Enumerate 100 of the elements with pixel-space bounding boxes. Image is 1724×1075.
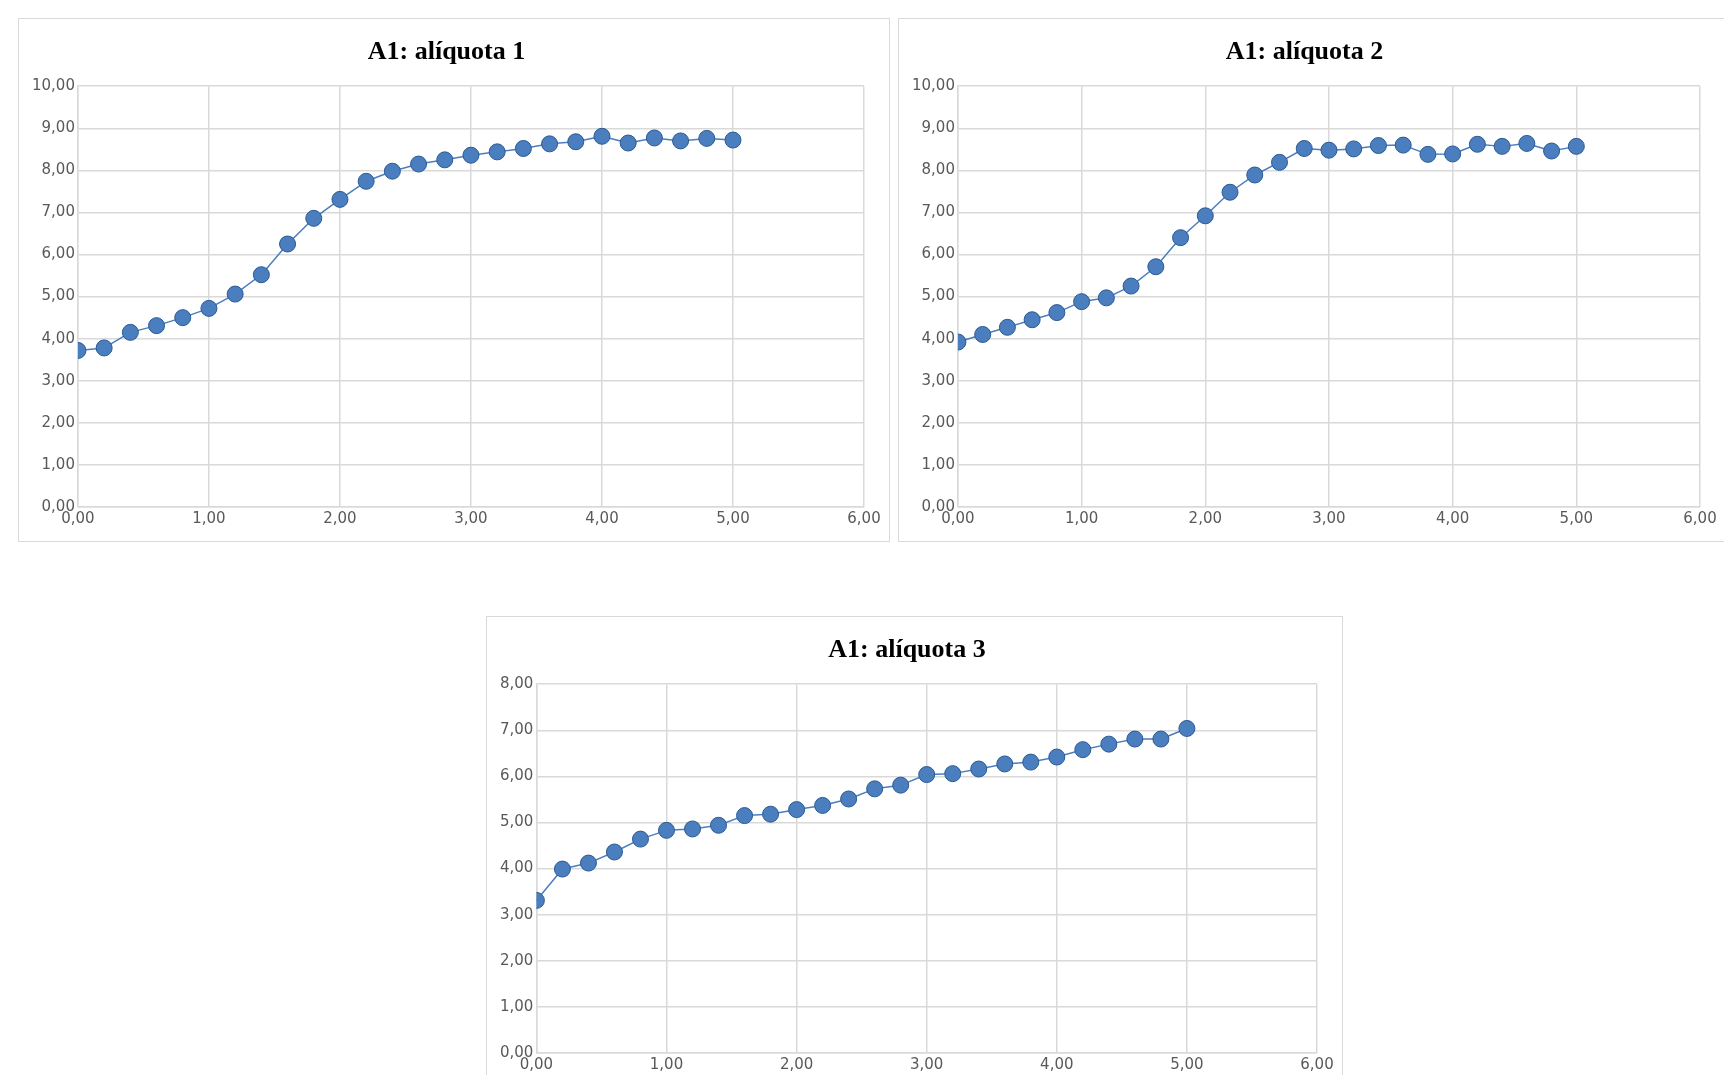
point bbox=[1444, 145, 1462, 163]
point bbox=[1074, 741, 1092, 759]
x-tick-label: 6,00 bbox=[1300, 1054, 1334, 1073]
x-tick-label: 3,00 bbox=[454, 508, 488, 527]
point bbox=[658, 821, 675, 839]
y-tick-label: 9,00 bbox=[921, 118, 955, 137]
y-tick-label: 5,00 bbox=[41, 286, 75, 305]
point bbox=[462, 146, 480, 164]
point bbox=[1369, 137, 1387, 155]
point bbox=[279, 235, 297, 253]
point bbox=[593, 127, 611, 145]
point bbox=[305, 209, 323, 227]
point bbox=[488, 143, 506, 161]
y-tick-label: 4,00 bbox=[499, 858, 534, 877]
y-tick-label: 7,00 bbox=[41, 202, 75, 221]
y-tick-label: 10,00 bbox=[31, 76, 75, 95]
point bbox=[672, 132, 690, 150]
y-tick-label: 8,00 bbox=[499, 674, 534, 693]
point bbox=[1126, 730, 1144, 748]
y-tick-label: 6,00 bbox=[499, 766, 534, 785]
y-tick-label: 2,00 bbox=[41, 412, 75, 431]
point bbox=[1048, 304, 1066, 322]
point bbox=[684, 820, 702, 838]
point bbox=[200, 299, 218, 317]
point bbox=[1345, 140, 1363, 158]
chart-title: A1: alíquota 3 bbox=[828, 634, 986, 664]
point bbox=[631, 830, 649, 848]
x-tick-label: 2,00 bbox=[323, 508, 357, 527]
point bbox=[579, 854, 597, 872]
point bbox=[174, 309, 192, 327]
point bbox=[226, 285, 244, 303]
x-tick-label: 2,00 bbox=[1188, 508, 1222, 527]
x-tick-label: 5,00 bbox=[1559, 508, 1594, 527]
point bbox=[1100, 735, 1118, 753]
point bbox=[1097, 289, 1115, 307]
y-tick-label: 6,00 bbox=[41, 244, 75, 263]
y-tick-label: 5,00 bbox=[499, 812, 534, 831]
point bbox=[840, 790, 858, 808]
y-tick-label: 5,00 bbox=[921, 286, 955, 305]
point bbox=[1122, 277, 1140, 295]
point bbox=[1543, 142, 1561, 160]
x-tick-label: 6,00 bbox=[1683, 508, 1717, 527]
y-tick-label: 1,00 bbox=[41, 454, 75, 473]
point bbox=[1147, 258, 1165, 276]
point bbox=[1048, 748, 1066, 766]
point bbox=[996, 755, 1014, 773]
point bbox=[383, 162, 401, 180]
point bbox=[1567, 137, 1585, 155]
y-tick-label: 9,00 bbox=[41, 118, 75, 137]
y-tick-label: 2,00 bbox=[921, 412, 955, 431]
x-tick-label: 5,00 bbox=[716, 508, 750, 527]
point bbox=[918, 766, 936, 784]
x-tick-label: 6,00 bbox=[847, 508, 881, 527]
point bbox=[436, 151, 454, 169]
point bbox=[1172, 229, 1190, 247]
point bbox=[892, 776, 910, 794]
point bbox=[619, 134, 637, 152]
y-tick-label: 7,00 bbox=[499, 720, 534, 739]
point bbox=[1493, 137, 1511, 155]
point bbox=[762, 805, 780, 823]
y-tick-label: 3,00 bbox=[921, 370, 955, 389]
point bbox=[710, 816, 728, 834]
point bbox=[1023, 311, 1041, 329]
point bbox=[736, 807, 754, 825]
point bbox=[970, 760, 988, 778]
y-tick-label: 7,00 bbox=[921, 202, 955, 221]
point bbox=[645, 129, 663, 147]
point bbox=[1271, 153, 1288, 171]
point bbox=[998, 318, 1016, 336]
x-tick-label: 1,00 bbox=[649, 1054, 684, 1073]
y-tick-label: 4,00 bbox=[921, 328, 955, 347]
y-tick-label: 3,00 bbox=[41, 370, 75, 389]
point bbox=[1468, 135, 1486, 153]
point bbox=[944, 765, 962, 783]
x-tick-label: 4,00 bbox=[1435, 508, 1470, 527]
y-tick-label: 2,00 bbox=[499, 950, 534, 969]
x-tick-label: 1,00 bbox=[192, 508, 226, 527]
x-tick-label: 3,00 bbox=[1312, 508, 1346, 527]
y-tick-label: 10,00 bbox=[911, 76, 955, 95]
point bbox=[605, 843, 623, 861]
point bbox=[357, 172, 375, 190]
point bbox=[1196, 207, 1214, 225]
point bbox=[788, 801, 806, 819]
point bbox=[866, 780, 884, 798]
y-tick-label: 1,00 bbox=[921, 454, 955, 473]
point bbox=[567, 133, 585, 151]
x-tick-label: 2,00 bbox=[779, 1054, 814, 1073]
point bbox=[698, 129, 716, 147]
point bbox=[410, 155, 428, 173]
point bbox=[814, 796, 832, 814]
chart-title: A1: alíquota 2 bbox=[1225, 36, 1384, 66]
x-tick-label: 4,00 bbox=[585, 508, 619, 527]
y-tick-label: 1,00 bbox=[499, 996, 534, 1015]
point bbox=[1320, 141, 1338, 159]
point bbox=[1518, 134, 1536, 152]
x-tick-label: 4,00 bbox=[1040, 1054, 1074, 1073]
point bbox=[724, 131, 742, 149]
point bbox=[1394, 136, 1412, 154]
point bbox=[1152, 730, 1170, 748]
x-tick-label: 1,00 bbox=[1064, 508, 1099, 527]
